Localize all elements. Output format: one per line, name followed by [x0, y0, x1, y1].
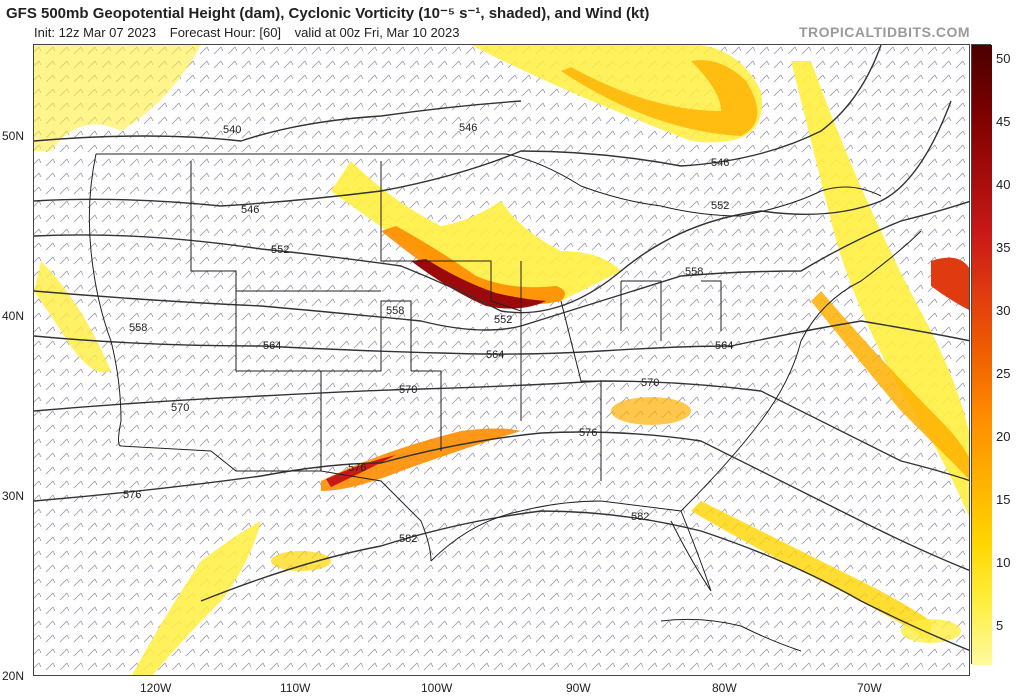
cuba — [660, 618, 802, 652]
contour-label: 570 — [399, 384, 417, 396]
contour-label: 576 — [348, 462, 366, 474]
vort-max-plains — [411, 259, 546, 309]
init-time: Init: 12z Mar 07 2023 — [34, 25, 157, 40]
colorbar — [971, 44, 992, 665]
vort-band-atlantic — [791, 61, 969, 517]
lon-label-90w: 90W — [566, 681, 591, 695]
contour-label: 582 — [631, 511, 649, 523]
vort-band-mexico — [132, 521, 261, 675]
contour-label: 570 — [641, 377, 659, 389]
lon-label-110w: 110W — [280, 681, 311, 695]
lat-label-30n: 30N — [2, 489, 25, 503]
height-contours — [34, 45, 969, 651]
weather-map: 540 546 546 546 552 552 552 552 558 558 … — [33, 44, 970, 676]
colorbar-label-5: 5 — [996, 618, 1004, 633]
lon-label-100w: 100W — [421, 681, 453, 695]
contour-582 — [200, 510, 969, 651]
political-borders — [88, 153, 922, 652]
contour-label: 558 — [129, 322, 147, 334]
forecast-hour: Forecast Hour: [60] — [169, 25, 282, 40]
colorbar-label-30: 30 — [996, 303, 1011, 318]
contour-label: 546 — [459, 122, 477, 134]
east-coast — [680, 230, 922, 512]
colorbar-gradient — [972, 45, 992, 665]
contour-label: 552 — [711, 200, 729, 212]
valid-time: valid at 00z Fri, Mar 10 2023 — [294, 25, 460, 40]
colorbar-label-35: 35 — [996, 240, 1011, 255]
colorbar-label-20: 20 — [996, 429, 1011, 444]
contour-546 — [34, 45, 882, 207]
vort-band-southern — [321, 428, 521, 491]
contour-label: 540 — [223, 124, 241, 136]
vort-max-atlantic — [931, 257, 969, 310]
lon-label-80w: 80W — [712, 681, 737, 695]
contour-label: 546 — [711, 157, 729, 169]
contour-564 — [34, 320, 969, 355]
colorbar-label-10: 10 — [996, 555, 1011, 570]
contour-576 — [34, 431, 969, 571]
site-brand: TROPICALTIDBITS.COM — [798, 24, 970, 40]
us-mexico-border — [120, 445, 432, 562]
contour-label: 582 — [399, 533, 417, 545]
gulf-coast — [430, 500, 712, 592]
colorbar-label-40: 40 — [996, 177, 1011, 192]
chart-title: GFS 500mb Geopotential Height (dam), Cyc… — [6, 5, 650, 22]
colorbar-label-25: 25 — [996, 366, 1011, 381]
contour-label: 552 — [494, 314, 512, 326]
vort-band-central-plains — [331, 161, 621, 305]
west-coast — [88, 153, 122, 447]
colorbar-label-50: 50 — [996, 51, 1011, 66]
lat-label-20n: 20N — [2, 669, 25, 683]
contour-label: 576 — [123, 489, 141, 501]
contour-label: 552 — [271, 244, 289, 256]
colorbar-label-45: 45 — [996, 114, 1011, 129]
contour-labels: 540 546 546 546 552 552 552 552 558 558 … — [123, 122, 733, 545]
contour-label: 564 — [715, 340, 733, 352]
contour-label: 564 — [263, 340, 281, 352]
contour-label: 576 — [579, 427, 597, 439]
lat-label-50n: 50N — [2, 129, 25, 143]
lon-label-70w: 70W — [857, 681, 882, 695]
contour-label: 558 — [386, 305, 404, 317]
contour-label: 564 — [486, 349, 504, 361]
canada-us-border — [96, 153, 882, 217]
lat-label-40n: 40N — [2, 309, 25, 323]
contour-540 — [34, 100, 522, 142]
colorbar-label-15: 15 — [996, 492, 1011, 507]
lon-label-120w: 120W — [140, 681, 172, 695]
forecast-info: Init: 12z Mar 07 2023 Forecast Hour: [60… — [34, 25, 469, 40]
map-canvas: 540 546 546 546 552 552 552 552 558 558 … — [34, 45, 969, 675]
contour-558 — [34, 200, 969, 331]
contour-552 — [34, 100, 952, 314]
contour-label: 546 — [241, 204, 259, 216]
vort-band-west-coast — [34, 261, 111, 373]
contour-label: 570 — [171, 402, 189, 414]
contour-570 — [34, 380, 969, 482]
contour-label: 558 — [685, 266, 703, 278]
